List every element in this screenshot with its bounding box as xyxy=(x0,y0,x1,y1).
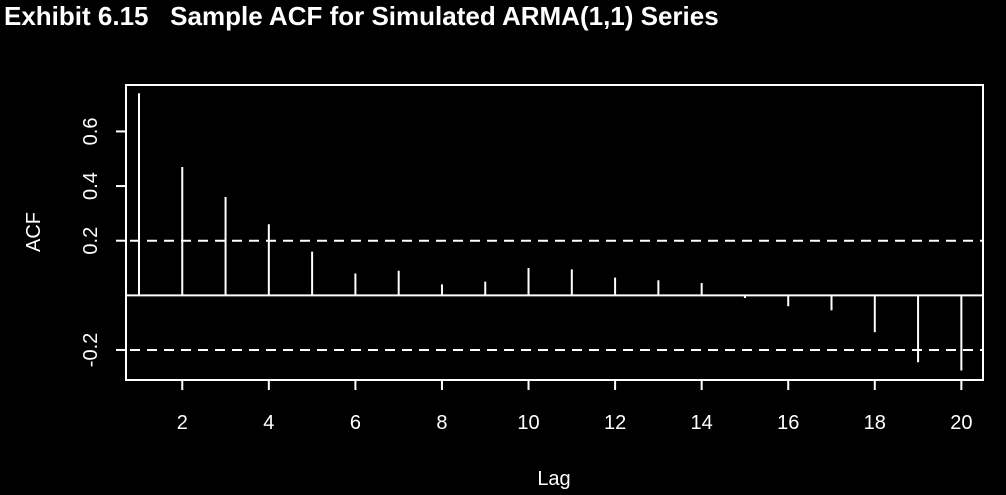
x-axis: 2 4 6 8 10 12 14 16 18 20 xyxy=(177,380,972,434)
x-tick-label-2: 2 xyxy=(177,412,188,434)
exhibit-title: Exhibit 6.15 Sample ACF for Simulated AR… xyxy=(4,1,719,31)
x-tick-label-8: 8 xyxy=(436,412,447,434)
x-tick-label-10: 10 xyxy=(517,412,539,434)
x-tick-label-20: 20 xyxy=(950,412,972,434)
y-tick-label-0: -0.2 xyxy=(80,333,102,367)
y-axis-label: ACF xyxy=(23,212,45,252)
x-tick-label-6: 6 xyxy=(350,412,361,434)
x-tick-label-4: 4 xyxy=(263,412,274,434)
acf-stems xyxy=(137,93,963,371)
y-tick-label-2: 0.4 xyxy=(80,172,102,200)
x-axis-label: Lag xyxy=(537,468,570,490)
y-axis: -0.2 0.2 0.4 0.6 xyxy=(80,118,126,367)
y-tick-label-1: 0.2 xyxy=(80,227,102,255)
x-tick-label-14: 14 xyxy=(691,412,713,434)
x-tick-label-16: 16 xyxy=(777,412,799,434)
y-tick-label-3: 0.6 xyxy=(80,118,102,146)
x-tick-label-12: 12 xyxy=(604,412,626,434)
x-tick-label-18: 18 xyxy=(864,412,886,434)
plot-frame xyxy=(125,84,984,381)
